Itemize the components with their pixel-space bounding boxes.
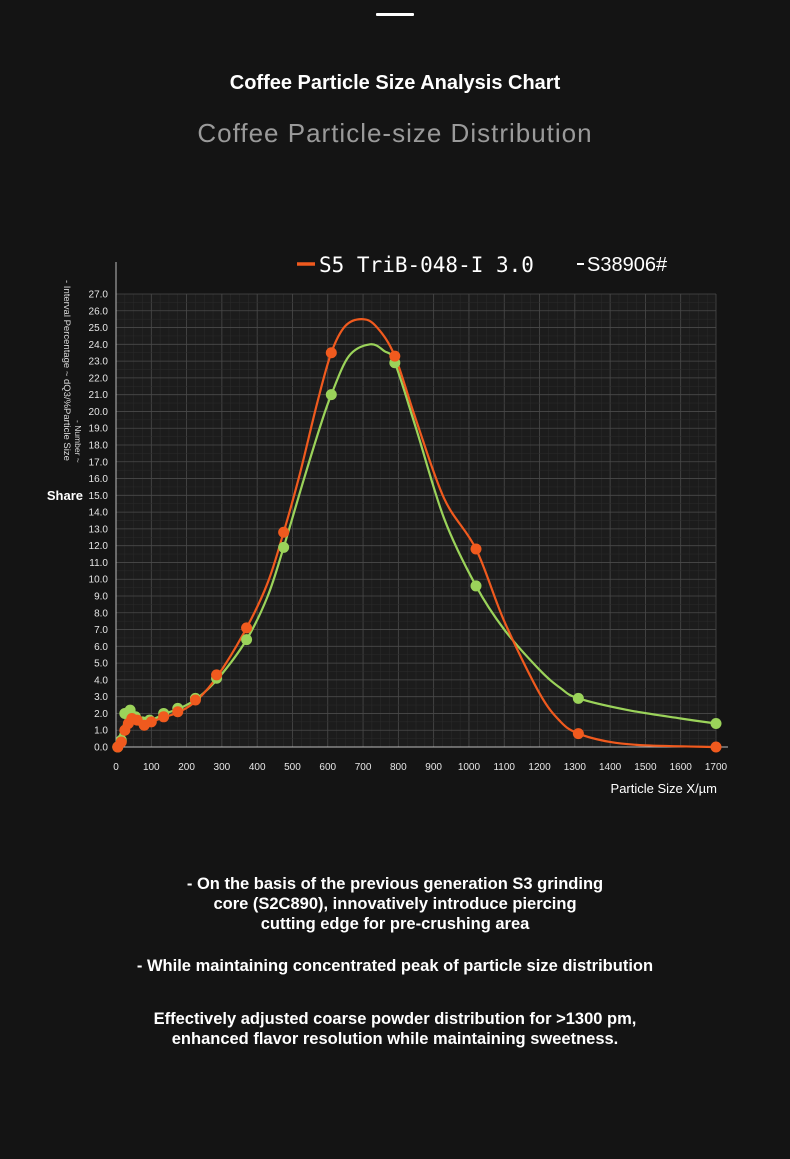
description-line: core (S2C890), innovatively introduce pi… [213,895,577,913]
y-tick-label: 19.0 [89,424,109,435]
top-indicator-bar [376,13,414,16]
y-tick-label: 4.0 [94,675,108,686]
data-point-series-0 [241,622,253,634]
y-tick-label: 6.0 [94,642,108,653]
chart-labels: 0.0 1.0 2.0 3.0 4.0 5.0 6.0 7.0 8.0 9.0 10.0 11.0 12… [47,280,728,796]
x-tick-label: 1500 [634,762,657,773]
data-point-series-0 [211,669,223,681]
chart-axes [115,262,728,748]
data-point-series-0 [325,347,337,359]
description-line: cutting edge for pre-crushing area [260,915,530,933]
page-title: Coffee Particle Size Analysis Chart [229,72,561,94]
y-tick-label: 1.0 [94,726,108,737]
y-tick-label: 21.0 [89,390,109,401]
legend-label-series-1: S38906# [587,254,668,276]
y-tick-label: 20.0 [89,407,109,418]
data-point-series-0 [278,526,290,538]
x-tick-label: 0 [113,762,119,773]
chart-points [112,347,722,753]
y-tick-label: 11.0 [89,558,108,569]
y-tick-label: 7.0 [94,625,108,636]
y-tick-label: 0.0 [94,743,108,754]
y-tick-label: 23.0 [89,357,109,368]
x-tick-label: 700 [355,762,372,773]
x-tick-label: 1600 [670,762,693,773]
data-point-series-0 [710,741,722,753]
description-line: Effectively adjusted coarse powder distr… [153,1010,637,1028]
data-point-series-0 [158,711,170,723]
legend-label-series-0: S5 TriB-048-I 3.0 [319,253,534,277]
y-tick-label: 25.0 [89,323,109,334]
chart-legend: S5 TriB-048-I 3.0 S38906# [297,253,668,277]
data-point-series-1 [572,692,584,704]
x-tick-label: 1100 [493,762,515,773]
y-tick-label: 22.0 [89,373,109,384]
x-tick-label: 400 [249,762,266,773]
y-tick-label: 12.0 [89,541,109,552]
y-tick-label: 24.0 [89,340,109,351]
x-tick-label: 1000 [458,762,481,773]
x-tick-label: 800 [390,762,407,773]
description-paragraph-2: - While maintaining concentrated peak of… [0,956,790,976]
description-line: enhanced flavor resolution while maintai… [171,1030,619,1048]
y-axis-label-line-2: - Number ~ [73,420,83,463]
x-tick-label: 1200 [528,762,551,773]
y-axis-label-line-1: - Interval Percentage ~ dQ3/%Particle Si… [61,280,72,461]
description-paragraph-3: Effectively adjusted coarse powder distr… [0,1009,790,1049]
x-tick-label: 1300 [564,762,587,773]
description-line: - While maintaining concentrated peak of… [136,957,654,975]
x-tick-label: 100 [143,762,160,773]
data-point-series-0 [389,350,401,362]
x-axis-label: Particle Size X/µm [611,781,717,796]
x-tick-label: 200 [178,762,195,773]
y-tick-label: 5.0 [94,659,108,670]
data-point-series-1 [241,634,253,646]
y-tick-label: 15.0 [89,491,109,502]
y-tick-label: 2.0 [94,709,108,720]
particle-size-chart: S5 TriB-048-I 3.0 S38906# 0.0 1.0 2.0 3.0 4.0… [47,253,728,796]
data-point-series-1 [470,580,482,592]
description-paragraph-1: - On the basis of the previous generatio… [0,874,790,934]
data-point-series-1 [278,541,290,553]
page-subtitle: Coffee Particle-size Distribution [197,118,593,148]
y-tick-label: 8.0 [94,608,108,619]
y-tick-label: 16.0 [89,474,109,485]
data-point-series-0 [115,736,127,748]
chart-grid [115,293,717,748]
data-point-series-1 [710,718,722,730]
y-tick-label: 10.0 [89,575,109,586]
data-point-series-0 [572,728,584,740]
y-tick-label: 3.0 [94,692,108,703]
data-point-series-1 [325,389,337,401]
x-tick-label: 600 [319,762,336,773]
data-point-series-0 [172,706,184,718]
x-tick-label: 300 [214,762,231,773]
description-line: - On the basis of the previous generatio… [186,875,604,893]
x-tick-label: 900 [425,762,442,773]
data-point-series-0 [145,716,157,728]
y-tick-label: 13.0 [89,524,109,535]
y-tick-label: 9.0 [94,592,108,603]
y-axis-label-share: Share [47,488,83,503]
y-tick-label: 26.0 [89,306,109,317]
y-tick-label: 18.0 [89,441,109,452]
data-point-series-0 [189,694,201,706]
data-point-series-0 [470,543,482,555]
x-tick-label: 1400 [599,762,622,773]
y-tick-label: 14.0 [89,508,109,519]
y-tick-label: 27.0 [89,290,109,301]
x-tick-label: 500 [284,762,301,773]
x-tick-label: 1700 [705,762,728,773]
y-tick-label: 17.0 [89,457,109,468]
